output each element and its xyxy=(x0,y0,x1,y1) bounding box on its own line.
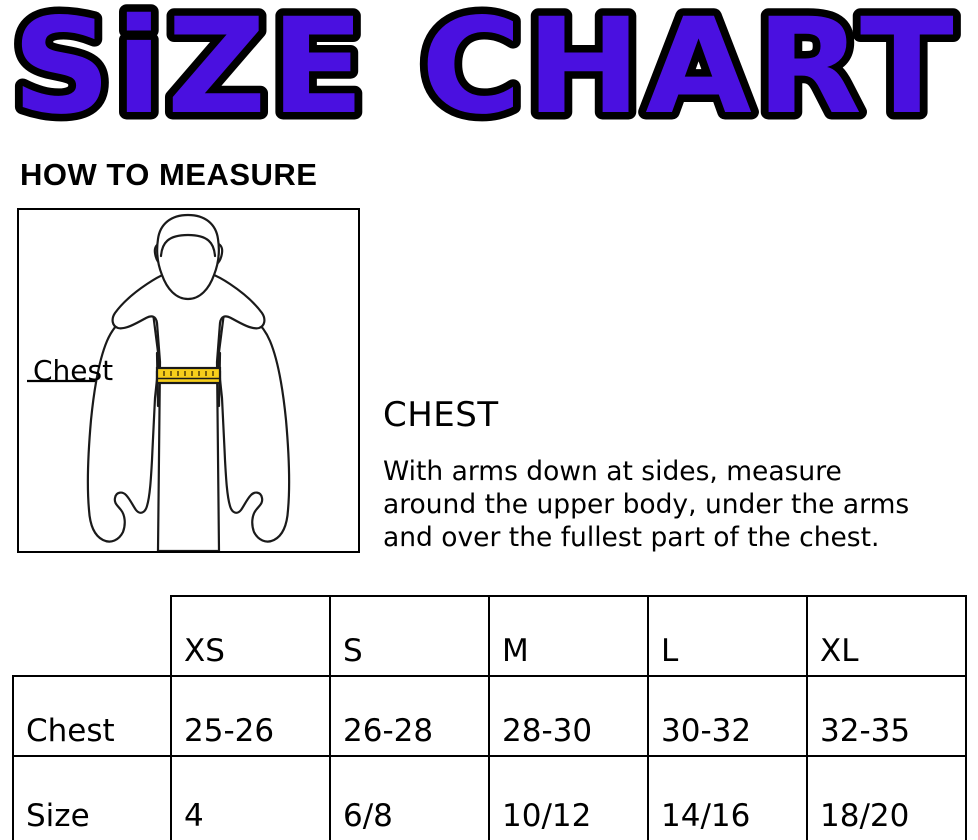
size-chart-title-graphic: SiZE CHART SiZE CHART SiZE CHART xyxy=(4,0,961,150)
title-outline-layer: SiZE CHART xyxy=(12,0,958,143)
head-shape xyxy=(156,213,220,301)
cell-chest-l: 30-32 xyxy=(647,675,808,757)
measurement-diagram-box xyxy=(17,208,360,553)
right-arm-shape xyxy=(216,303,291,543)
size-chart-table: XS S M L XL Chest 25-26 26-28 28-30 30-3… xyxy=(12,595,967,840)
table-row: Chest 25-26 26-28 28-30 30-32 32-35 xyxy=(12,675,967,757)
how-to-measure-heading: HOW TO MEASURE xyxy=(20,157,318,192)
cell-size-xl: 18/20 xyxy=(806,755,967,840)
left-arm-shape xyxy=(86,303,161,543)
title-shadow-layer: SiZE CHART xyxy=(12,0,958,149)
torso-shape xyxy=(111,268,266,551)
row-label-chest: Chest xyxy=(12,675,172,757)
size-table-container: XS S M L XL Chest 25-26 26-28 28-30 30-3… xyxy=(12,595,967,840)
column-header-xl: XL xyxy=(806,595,967,677)
table-corner-cell xyxy=(13,596,171,676)
cell-chest-xs: 25-26 xyxy=(170,675,331,757)
cell-size-l: 14/16 xyxy=(647,755,808,840)
chest-section-heading: CHEST xyxy=(383,395,499,435)
tape-measure-full-band xyxy=(155,366,222,385)
cell-size-xs: 4 xyxy=(170,755,331,840)
chest-description-line-2: around the upper body, under the arms xyxy=(383,489,910,520)
cell-size-m: 10/12 xyxy=(488,755,649,840)
chest-callout-label: Chest xyxy=(33,354,114,387)
cell-chest-s: 26-28 xyxy=(329,675,490,757)
chest-description-text: With arms down at sides, measure around … xyxy=(383,455,968,554)
column-header-s: S xyxy=(329,595,490,677)
hairline-shape xyxy=(159,233,217,258)
chest-description-line-1: With arms down at sides, measure xyxy=(383,456,842,487)
cell-size-s: 6/8 xyxy=(329,755,490,840)
table-header-row: XS S M L XL xyxy=(13,595,967,677)
chest-description-line-3: and over the fullest part of the chest. xyxy=(383,522,880,553)
column-header-m: M xyxy=(488,595,649,677)
cell-chest-m: 28-30 xyxy=(488,675,649,757)
torso-figure-icon xyxy=(27,213,291,551)
row-label-size: Size xyxy=(12,755,172,840)
table-row: Size 4 6/8 10/12 14/16 18/20 xyxy=(12,755,967,840)
cell-chest-xl: 32-35 xyxy=(806,675,967,757)
title-fill-layer: SiZE CHART xyxy=(12,0,958,143)
column-header-xs: XS xyxy=(170,595,331,677)
page-title-banner: SiZE CHART SiZE CHART SiZE CHART xyxy=(0,0,978,150)
column-header-l: L xyxy=(647,595,808,677)
